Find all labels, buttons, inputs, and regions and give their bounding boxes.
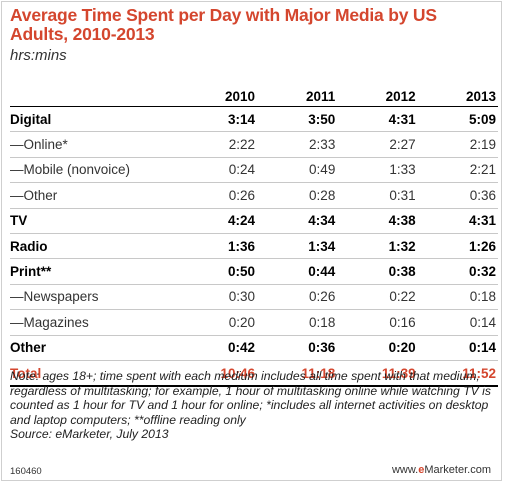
table-row: —Magazines 0:20 0:18 0:16 0:14 (10, 309, 498, 336)
value-cell: 4:34 (257, 208, 338, 234)
brand-rest: Marketer.com (424, 464, 491, 476)
value-cell: 2:22 (176, 131, 257, 158)
brand-e: e (418, 464, 425, 476)
table-row: Radio 1:36 1:34 1:32 1:26 (10, 233, 498, 260)
value-cell: 0:44 (257, 258, 338, 285)
table-header-row: 2010 2011 2012 2013 (10, 86, 498, 107)
row-label-cell: Digital (10, 106, 177, 133)
table-row: —Mobile (nonvoice) 0:24 0:49 1:33 2:21 (10, 157, 498, 184)
value-cell: 0:18 (257, 309, 338, 336)
table-row: —Newspapers 0:30 0:26 0:22 0:18 (10, 284, 498, 311)
value-cell: 0:20 (337, 335, 418, 361)
row-label-cell: TV (10, 208, 177, 234)
row-label-cell: —Online* (10, 131, 177, 158)
value-cell: 0:49 (257, 157, 338, 184)
value-cell: 11:39 (337, 360, 418, 388)
table-body: Digital 3:14 3:50 4:31 5:09 —Online* 2:22 2:33 2… (10, 106, 498, 388)
value-cell: 1:26 (417, 233, 498, 260)
value-cell: 2:33 (257, 131, 338, 158)
value-cell: 1:32 (337, 233, 418, 260)
value-cell: 2:27 (337, 131, 418, 158)
row-label-cell: Total (10, 360, 177, 388)
value-cell: 3:50 (257, 106, 338, 133)
table-row: —Online* 2:22 2:33 2:27 2:19 (10, 131, 498, 158)
row-label-cell: Radio (10, 233, 177, 260)
value-cell: 0:20 (176, 309, 257, 336)
chart-id: 160460 (10, 466, 42, 477)
source-text: Source: eMarketer, July 2013 (10, 427, 169, 441)
value-cell: 4:38 (337, 208, 418, 234)
value-cell: 0:30 (176, 284, 257, 311)
value-cell: 1:33 (337, 157, 418, 184)
header-year-cell: 2010 (176, 86, 257, 107)
value-cell: 10:46 (176, 360, 257, 388)
value-cell: 11:52 (417, 360, 498, 388)
table-row: Other 0:42 0:36 0:20 0:14 (10, 335, 498, 361)
row-label-cell: —Magazines (10, 309, 177, 336)
value-cell: 11:18 (257, 360, 338, 388)
value-cell: 0:18 (417, 284, 498, 311)
header-year-cell: 2011 (257, 86, 338, 107)
value-cell: 0:24 (176, 157, 257, 184)
value-cell: 0:26 (257, 284, 338, 311)
value-cell: 5:09 (417, 106, 498, 133)
value-cell: 0:32 (417, 258, 498, 285)
value-cell: 3:14 (176, 106, 257, 133)
value-cell: 4:31 (417, 208, 498, 234)
value-cell: 0:38 (337, 258, 418, 285)
value-cell: 0:36 (417, 182, 498, 209)
value-cell: 0:31 (337, 182, 418, 209)
value-cell: 4:31 (337, 106, 418, 133)
chart-subtitle: hrs:mins (10, 47, 67, 64)
data-table: 2010 2011 2012 2013 Digital 3:14 3:50 4:31 5… (10, 86, 498, 388)
value-cell: 0:42 (176, 335, 257, 361)
value-cell: 0:28 (257, 182, 338, 209)
row-label-cell: Other (10, 335, 177, 361)
value-cell: 0:16 (337, 309, 418, 336)
value-cell: 0:22 (337, 284, 418, 311)
table-row: TV 4:24 4:34 4:38 4:31 (10, 208, 498, 234)
value-cell: 1:34 (257, 233, 338, 260)
value-cell: 4:24 (176, 208, 257, 234)
table-note: Note: ages 18+; time spent with each med… (10, 369, 498, 442)
chart-frame: Average Time Spent per Day with Major Me… (1, 1, 502, 481)
brand-footer: www.eMarketer.com (392, 464, 491, 476)
row-label-cell: —Other (10, 182, 177, 209)
table-row: —Other 0:26 0:28 0:31 0:36 (10, 182, 498, 209)
value-cell: 0:26 (176, 182, 257, 209)
table-row: Print** 0:50 0:44 0:38 0:32 (10, 258, 498, 285)
table-row: Digital 3:14 3:50 4:31 5:09 (10, 106, 498, 133)
row-label-cell: —Newspapers (10, 284, 177, 311)
row-label-cell: —Mobile (nonvoice) (10, 157, 177, 184)
value-cell: 0:36 (257, 335, 338, 361)
brand-prefix: www. (391, 464, 419, 476)
header-label-cell (10, 86, 177, 107)
header-year-cell: 2012 (337, 86, 418, 107)
row-label-cell: Print** (10, 258, 177, 285)
value-cell: 0:14 (417, 335, 498, 361)
chart-title: Average Time Spent per Day with Major Me… (10, 5, 437, 44)
note-text: Note: ages 18+; time spent with each med… (10, 369, 491, 427)
header-year-cell: 2013 (417, 86, 498, 107)
value-cell: 2:19 (417, 131, 498, 158)
value-cell: 0:50 (176, 258, 257, 285)
value-cell: 2:21 (417, 157, 498, 184)
table-row: Total 10:46 11:18 11:39 11:52 (10, 360, 498, 388)
value-cell: 1:36 (176, 233, 257, 260)
value-cell: 0:14 (417, 309, 498, 336)
data-table-container: 2010 2011 2012 2013 Digital 3:14 3:50 4:31 5… (10, 86, 498, 388)
